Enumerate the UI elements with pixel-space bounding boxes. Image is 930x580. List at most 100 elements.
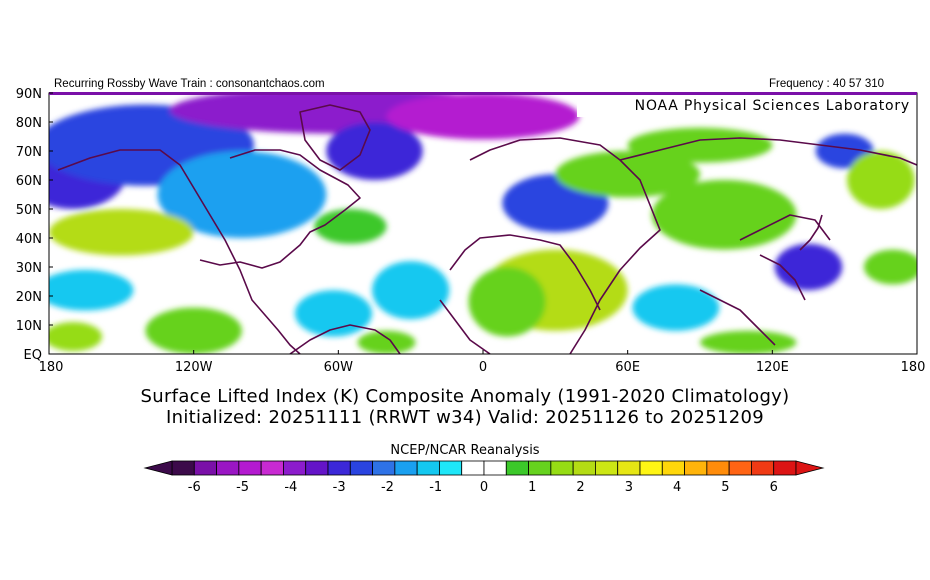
- anomaly-patch: [555, 151, 701, 198]
- anomaly-patch: [651, 180, 797, 250]
- colorbar-right-arrow: [795, 460, 825, 476]
- colorbar-cell: [661, 460, 685, 476]
- colorbar-tick-label: -5: [236, 480, 249, 495]
- colorbar-cell: [394, 460, 418, 476]
- lon-tick-label: 120E: [756, 360, 789, 375]
- anomaly-patch: [145, 307, 242, 354]
- colorbar-tick-label: -2: [381, 480, 394, 495]
- colorbar-cell: [550, 460, 574, 476]
- lat-tick-label: 70N: [16, 145, 42, 160]
- anomaly-patch: [468, 267, 546, 337]
- lat-tick-label: 60N: [16, 174, 42, 189]
- colorbar-cell: [572, 460, 596, 476]
- colorbar-cell: [483, 460, 507, 476]
- anomaly-patch: [627, 127, 773, 163]
- colorbar-tick-label: 2: [576, 480, 584, 495]
- colorbar-cell: [193, 460, 217, 476]
- coast-europe-africa: [439, 137, 661, 354]
- coast-south-america: [289, 324, 401, 354]
- colorbar-cell: [773, 460, 797, 476]
- anomaly-patch: [49, 269, 134, 311]
- lat-tick-label: 20N: [16, 290, 42, 305]
- colorbar-tick-label: -3: [333, 480, 346, 495]
- colorbar-cell: [617, 460, 641, 476]
- colorbar-tick-label: -6: [188, 480, 201, 495]
- lat-tick-label: 10N: [16, 319, 42, 334]
- colorbar-cell: [461, 460, 485, 476]
- coast-greenland: [299, 104, 371, 171]
- colorbar-cell: [639, 460, 663, 476]
- colorbar-cell: [327, 460, 351, 476]
- latitude-axis: 90N 80N 70N 60N 50N 40N 30N 20N 10N EQ: [16, 87, 53, 363]
- colorbar-cell: [684, 460, 708, 476]
- colorbar-cell: [216, 460, 240, 476]
- anomaly-patch: [632, 284, 720, 331]
- colorbar-left-arrow: [143, 460, 173, 476]
- colorbar-cell: [439, 460, 463, 476]
- lab-name-box: NOAA Physical Sciences Laboratory: [577, 95, 914, 117]
- colorbar-tick-label: 3: [625, 480, 633, 495]
- coast-asia: [619, 137, 917, 346]
- lon-tick-label: 180: [901, 360, 926, 375]
- anomaly-patch: [774, 243, 843, 291]
- colorbar-cell: [260, 460, 284, 476]
- lat-tick-label: 50N: [16, 203, 42, 218]
- figure-title: Surface Lifted Index (K) Composite Anoma…: [140, 386, 790, 407]
- colorbar-tick-label: -1: [429, 480, 442, 495]
- colorbar-tick-labels: -6 -5 -4 -3 -2 -1 0 1 2 3 4 5 6: [188, 480, 778, 495]
- lon-tick-label: 60E: [615, 360, 640, 375]
- colorbar-cell: [171, 460, 195, 476]
- colorbar-tick-label: 5: [721, 480, 729, 495]
- plot-area: [49, 93, 917, 354]
- map-panel: 90N 80N 70N 60N 50N 40N 30N 20N 10N EQ 180 120W 60W…: [16, 87, 926, 375]
- anomaly-patch: [700, 330, 797, 354]
- colorbar-label: NCEP/NCAR Reanalysis: [390, 443, 540, 458]
- anomaly-patch: [49, 322, 103, 352]
- lat-tick-label: 40N: [16, 232, 42, 247]
- anomaly-patch: [157, 151, 327, 238]
- lat-tick-label: 90N: [16, 87, 42, 102]
- colorbar-cell: [528, 460, 552, 476]
- coast-japan: [799, 214, 823, 251]
- colorbar-cell: [706, 460, 730, 476]
- top-strip: [49, 92, 917, 95]
- anomaly-patch: [847, 151, 915, 209]
- colorbar-cell: [238, 460, 262, 476]
- anomaly-patch: [357, 330, 416, 354]
- colorbar-cell: [305, 460, 329, 476]
- figure-subtitle: Initialized: 20251111 (RRWT w34) Valid: …: [166, 407, 764, 428]
- colorbar-cell: [751, 460, 775, 476]
- colorbar: -6 -5 -4 -3 -2 -1 0 1 2 3 4 5 6: [143, 460, 825, 495]
- colorbar-cell: [728, 460, 752, 476]
- colorbar-cell: [372, 460, 396, 476]
- colorbar-cells: [171, 460, 797, 476]
- lat-tick-label: EQ: [24, 348, 42, 363]
- anomaly-patch: [386, 93, 580, 140]
- credit-label: Recurring Rossby Wave Train : consonantc…: [54, 78, 325, 90]
- anomaly-field: [49, 93, 917, 354]
- colorbar-cell: [283, 460, 307, 476]
- lon-tick-label: 180: [39, 360, 64, 375]
- colorbar-tick-label: 1: [528, 480, 536, 495]
- colorbar-cell: [595, 460, 619, 476]
- colorbar-cell: [416, 460, 440, 476]
- anomaly-patch: [372, 261, 450, 320]
- anomaly-patch: [863, 249, 917, 285]
- lat-tick-label: 30N: [16, 261, 42, 276]
- colorbar-cell: [505, 460, 529, 476]
- coastlines: [57, 104, 917, 354]
- lat-tick-label: 80N: [16, 116, 42, 131]
- colorbar-cell: [349, 460, 373, 476]
- colorbar-tick-label: 4: [673, 480, 681, 495]
- lon-tick-label: 0: [479, 360, 487, 375]
- anomaly-patch: [326, 122, 423, 180]
- coast-north-america: [57, 149, 361, 354]
- anomaly-patch: [314, 209, 387, 244]
- lon-tick-label: 60W: [324, 360, 354, 375]
- lon-tick-label: 120W: [175, 360, 213, 375]
- colorbar-tick-label: 6: [770, 480, 778, 495]
- longitude-axis: 180 120W 60W 0 60E 120E 180: [39, 350, 926, 375]
- lab-name: NOAA Physical Sciences Laboratory: [634, 98, 910, 114]
- colorbar-tick-label: -4: [284, 480, 297, 495]
